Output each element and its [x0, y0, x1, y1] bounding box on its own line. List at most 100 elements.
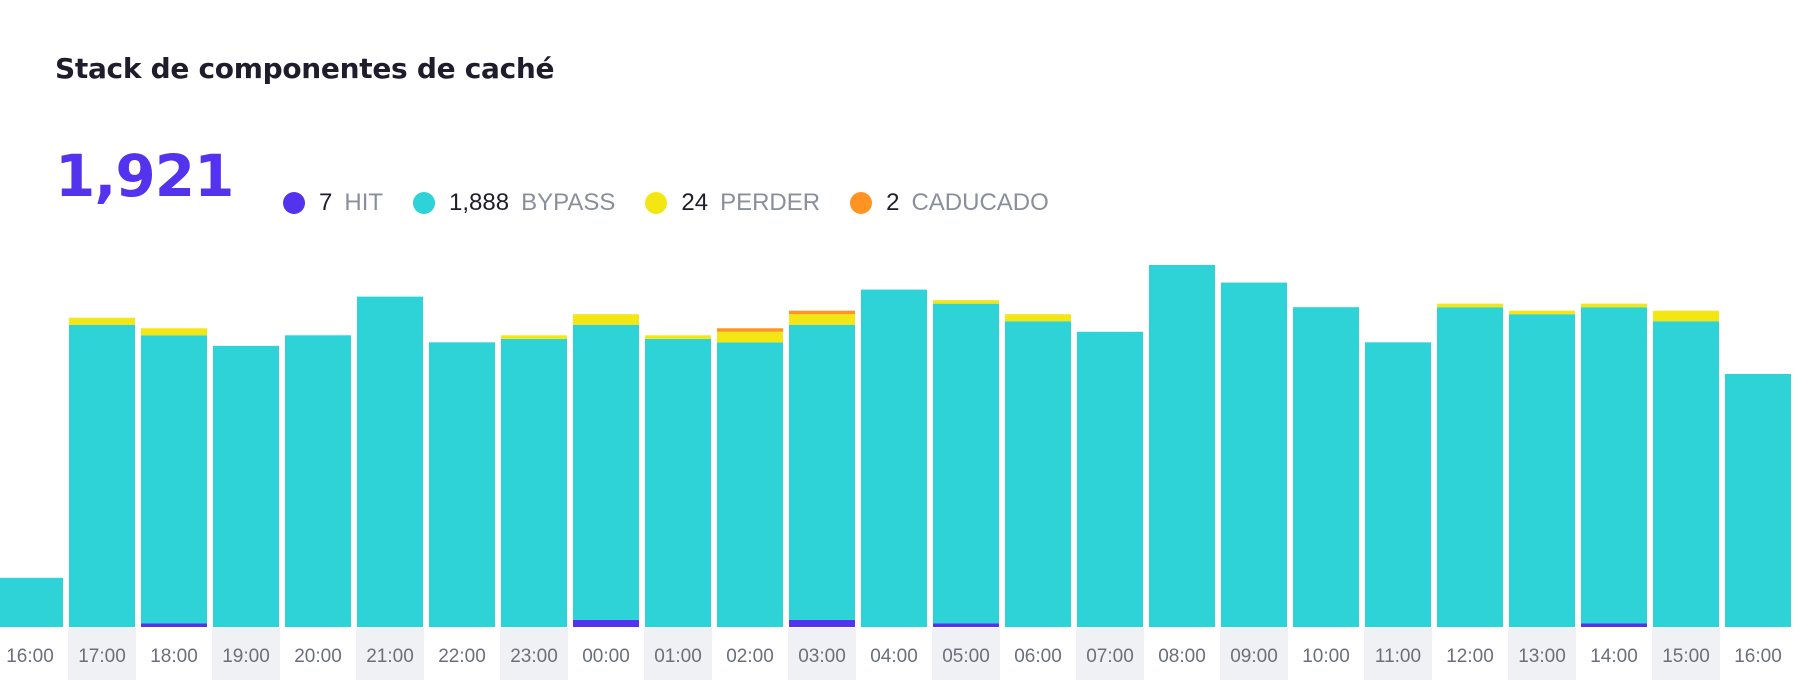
- x-tick-label: 16:00: [1734, 646, 1782, 667]
- x-tick-label: 17:00: [78, 646, 126, 667]
- x-tick-label: 07:00: [1086, 646, 1134, 667]
- tick-band-23: [1652, 628, 1720, 680]
- bar-caducado-11[interactable]: [789, 310, 855, 315]
- bar-bypass-6[interactable]: [429, 342, 495, 627]
- bar-perder-21[interactable]: [1509, 310, 1575, 315]
- hit-dot-icon: [283, 192, 305, 214]
- legend-label-hit: HIT: [344, 189, 384, 216]
- x-tick-label: 16:00: [6, 646, 54, 667]
- bar-perder-13[interactable]: [933, 300, 999, 304]
- tick-band-21: [1508, 628, 1576, 680]
- legend-count-hit: 7: [319, 189, 333, 216]
- tick-band-3: [212, 628, 280, 680]
- x-tick-label: 15:00: [1662, 646, 1710, 667]
- caducado-dot-icon: [850, 192, 873, 214]
- tick-band-9: [644, 628, 712, 680]
- bar-bypass-23[interactable]: [1653, 321, 1719, 627]
- tick-band-13: [932, 628, 1000, 680]
- bar-hit-8[interactable]: [573, 619, 639, 627]
- legend-item-hit[interactable]: 7 HIT: [283, 189, 383, 217]
- x-tick-label: 18:00: [150, 646, 198, 667]
- bar-bypass-19[interactable]: [1365, 342, 1431, 627]
- bar-perder-20[interactable]: [1437, 303, 1503, 308]
- bar-perder-1[interactable]: [69, 317, 135, 325]
- bar-bypass-5[interactable]: [357, 296, 423, 627]
- tick-band-5: [356, 628, 424, 680]
- tick-band-11: [788, 628, 856, 680]
- tick-band-15: [1076, 628, 1144, 680]
- x-tick-label: 08:00: [1158, 646, 1206, 667]
- bar-bypass-1[interactable]: [69, 324, 135, 627]
- legend-count-caducado: 2: [886, 189, 900, 216]
- x-tick-label: 05:00: [942, 646, 990, 667]
- bar-perder-10[interactable]: [717, 331, 783, 343]
- tick-band-1: [68, 628, 136, 680]
- bar-bypass-0[interactable]: [0, 577, 63, 627]
- x-tick-label: 03:00: [798, 646, 846, 667]
- legend-label-bypass: BYPASS: [521, 189, 616, 216]
- x-tick-label: 22:00: [438, 646, 486, 667]
- bar-perder-22[interactable]: [1581, 303, 1647, 308]
- bar-perder-8[interactable]: [573, 314, 639, 325]
- x-tick-label: 12:00: [1446, 646, 1494, 667]
- x-tick-label: 00:00: [582, 646, 630, 667]
- bar-caducado-10[interactable]: [717, 328, 783, 332]
- bar-bypass-2[interactable]: [141, 335, 207, 624]
- x-tick-label: 04:00: [870, 646, 918, 667]
- bar-perder-11[interactable]: [789, 314, 855, 325]
- bar-bypass-16[interactable]: [1149, 265, 1215, 627]
- bar-bypass-17[interactable]: [1221, 282, 1287, 627]
- legend: 7 HIT 1,888 BYPASS 24 PERDER 2 CADUCADO: [283, 186, 1079, 220]
- bar-hit-2[interactable]: [141, 623, 207, 627]
- x-tick-label: 09:00: [1230, 646, 1278, 667]
- bar-bypass-11[interactable]: [789, 324, 855, 620]
- bar-bypass-24[interactable]: [1725, 373, 1791, 627]
- bar-bypass-8[interactable]: [573, 324, 639, 620]
- bar-bypass-20[interactable]: [1437, 307, 1503, 627]
- bar-bypass-4[interactable]: [285, 335, 351, 627]
- bar-bypass-10[interactable]: [717, 342, 783, 627]
- x-tick-label: 10:00: [1302, 646, 1350, 667]
- x-tick-label: 20:00: [294, 646, 342, 667]
- legend-count-perder: 24: [681, 189, 709, 216]
- bar-bypass-9[interactable]: [645, 338, 711, 627]
- bar-hit-11[interactable]: [789, 619, 855, 627]
- legend-item-caducado[interactable]: 2 CADUCADO: [850, 189, 1049, 217]
- bar-bypass-21[interactable]: [1509, 314, 1575, 627]
- perder-dot-icon: [645, 192, 668, 214]
- x-tick-label: 23:00: [510, 646, 558, 667]
- legend-count-bypass: 1,888: [449, 189, 510, 216]
- x-tick-label: 06:00: [1014, 646, 1062, 667]
- x-tick-label: 21:00: [366, 646, 414, 667]
- x-tick-label: 13:00: [1518, 646, 1566, 667]
- bar-bypass-12[interactable]: [861, 289, 927, 627]
- legend-item-bypass[interactable]: 1,888 BYPASS: [413, 189, 615, 217]
- bar-bypass-7[interactable]: [501, 338, 567, 627]
- bar-bypass-15[interactable]: [1077, 331, 1143, 627]
- tick-band-7: [500, 628, 568, 680]
- bar-perder-14[interactable]: [1005, 314, 1071, 322]
- bar-bypass-13[interactable]: [933, 303, 999, 624]
- bar-bypass-3[interactable]: [213, 345, 279, 627]
- bypass-dot-icon: [413, 192, 436, 214]
- bar-perder-9[interactable]: [645, 335, 711, 339]
- x-tick-label: 14:00: [1590, 646, 1638, 667]
- legend-label-caducado: CADUCADO: [911, 189, 1049, 216]
- x-tick-label: 01:00: [654, 646, 702, 667]
- bar-bypass-18[interactable]: [1293, 307, 1359, 627]
- tick-band-17: [1220, 628, 1288, 680]
- bar-hit-22[interactable]: [1581, 623, 1647, 627]
- bar-bypass-14[interactable]: [1005, 321, 1071, 627]
- x-tick-label: 02:00: [726, 646, 774, 667]
- bar-perder-7[interactable]: [501, 335, 567, 339]
- total-count: 1,921: [55, 142, 234, 210]
- bar-bypass-22[interactable]: [1581, 307, 1647, 624]
- x-tick-label: 11:00: [1375, 646, 1421, 667]
- chart-title: Stack de componentes de caché: [55, 52, 555, 85]
- bar-perder-2[interactable]: [141, 328, 207, 336]
- bar-hit-13[interactable]: [933, 623, 999, 627]
- legend-item-perder[interactable]: 24 PERDER: [645, 189, 820, 217]
- tick-band-19: [1364, 628, 1432, 680]
- bar-perder-23[interactable]: [1653, 310, 1719, 322]
